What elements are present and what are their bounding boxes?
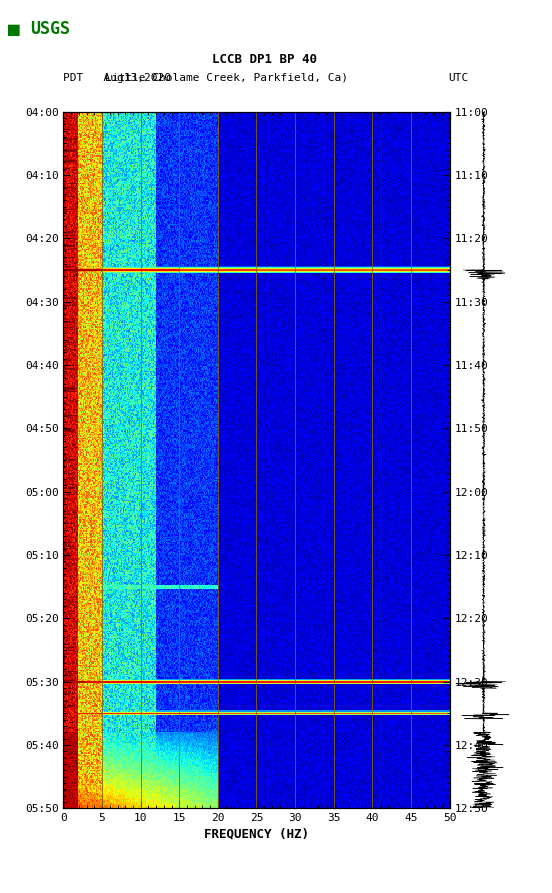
Text: UTC: UTC [448,72,468,83]
Text: Little Cholame Creek, Parkfield, Ca): Little Cholame Creek, Parkfield, Ca) [105,72,348,83]
Text: LCCB DP1 BP 40: LCCB DP1 BP 40 [213,54,317,66]
Text: ■: ■ [8,20,20,38]
Text: USGS: USGS [30,20,70,38]
Text: PDT   Aug13,2020: PDT Aug13,2020 [63,72,172,83]
X-axis label: FREQUENCY (HZ): FREQUENCY (HZ) [204,827,309,840]
